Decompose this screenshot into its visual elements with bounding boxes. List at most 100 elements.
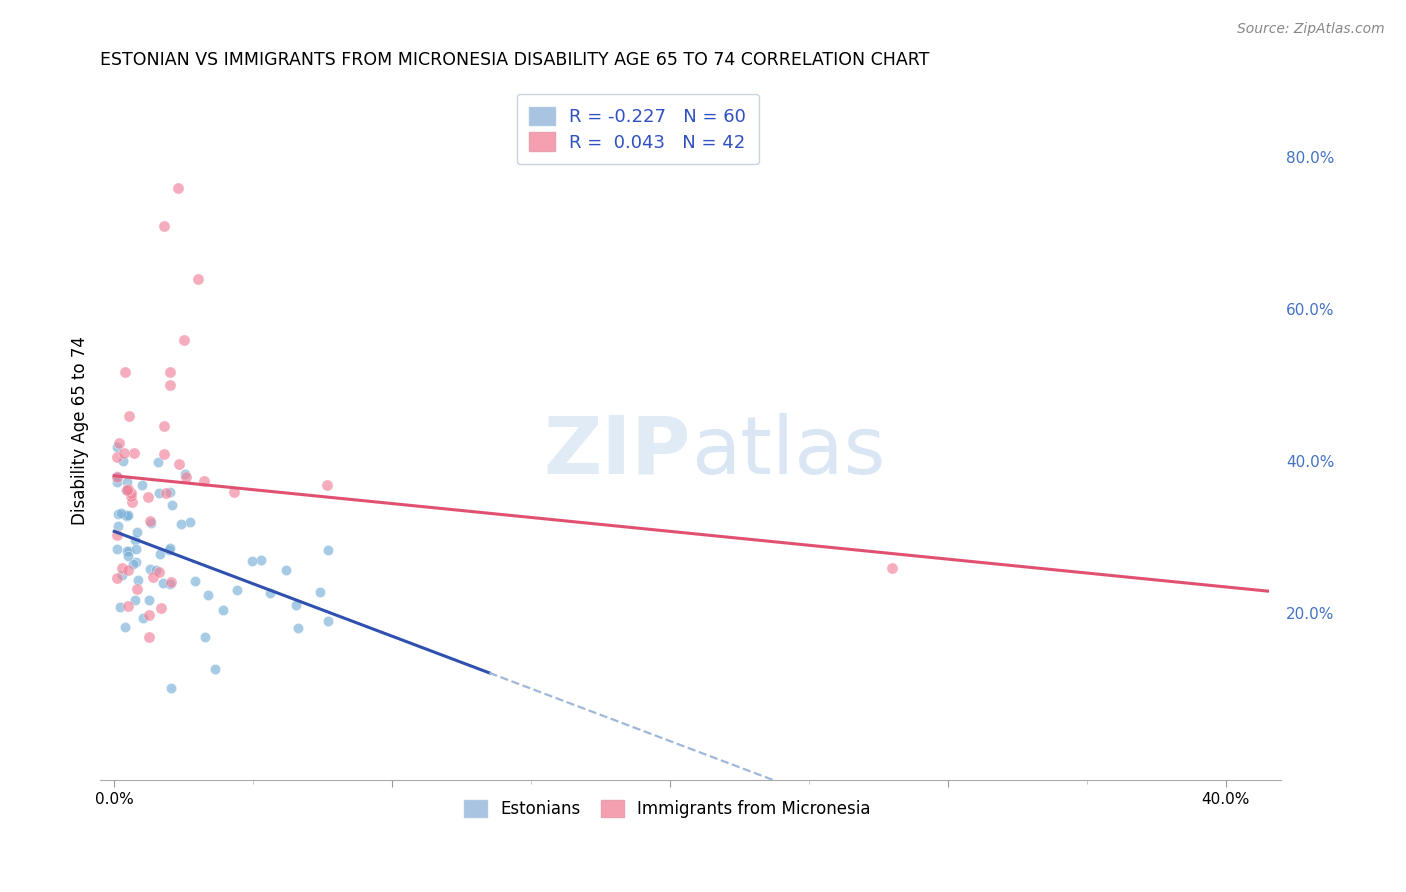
- Point: [117, 549, 139, 564]
- Point: [153, 219, 176, 233]
- Y-axis label: Disability Age 65 to 74: Disability Age 65 to 74: [72, 336, 89, 525]
- Point: [318, 543, 340, 558]
- Point: [222, 485, 245, 500]
- Point: [250, 553, 273, 567]
- Point: [127, 573, 149, 587]
- Point: [121, 557, 143, 571]
- Point: [108, 599, 131, 614]
- Point: [131, 478, 153, 492]
- Point: [179, 515, 201, 529]
- Point: [138, 608, 160, 623]
- Point: [160, 681, 183, 695]
- Point: [117, 483, 139, 497]
- Point: [152, 575, 174, 590]
- Point: [125, 524, 148, 539]
- Point: [105, 475, 128, 489]
- Point: [108, 436, 131, 450]
- Point: [132, 610, 155, 624]
- Point: [226, 583, 249, 598]
- Point: [309, 585, 332, 599]
- Point: [167, 180, 190, 194]
- Point: [259, 586, 281, 600]
- Point: [882, 560, 904, 574]
- Point: [148, 455, 170, 469]
- Point: [138, 562, 160, 576]
- Point: [111, 568, 134, 582]
- Point: [145, 563, 167, 577]
- Point: [159, 378, 181, 392]
- Point: [125, 556, 148, 570]
- Point: [122, 446, 145, 460]
- Point: [153, 419, 176, 434]
- Point: [141, 516, 163, 530]
- Point: [315, 478, 337, 492]
- Legend: Estonians, Immigrants from Micronesia: Estonians, Immigrants from Micronesia: [457, 793, 877, 824]
- Point: [117, 563, 139, 577]
- Point: [105, 571, 128, 585]
- Point: [117, 508, 139, 522]
- Point: [107, 507, 129, 521]
- Point: [110, 506, 132, 520]
- Point: [169, 517, 191, 532]
- Point: [115, 483, 138, 497]
- Point: [105, 441, 128, 455]
- Point: [114, 508, 136, 522]
- Point: [138, 630, 160, 644]
- Point: [117, 599, 139, 614]
- Point: [136, 490, 159, 504]
- Point: [105, 469, 128, 483]
- Point: [111, 560, 134, 574]
- Point: [148, 486, 170, 500]
- Point: [148, 565, 170, 579]
- Point: [114, 620, 136, 634]
- Point: [120, 489, 142, 503]
- Point: [118, 544, 141, 558]
- Point: [124, 533, 146, 548]
- Text: ESTONIAN VS IMMIGRANTS FROM MICRONESIA DISABILITY AGE 65 TO 74 CORRELATION CHART: ESTONIAN VS IMMIGRANTS FROM MICRONESIA D…: [100, 51, 929, 69]
- Point: [139, 514, 162, 528]
- Point: [240, 554, 263, 568]
- Text: atlas: atlas: [690, 413, 886, 491]
- Point: [155, 486, 177, 500]
- Point: [157, 542, 180, 557]
- Point: [149, 548, 172, 562]
- Point: [107, 519, 129, 533]
- Point: [115, 475, 138, 489]
- Point: [105, 450, 128, 464]
- Point: [112, 453, 135, 467]
- Point: [197, 588, 219, 602]
- Point: [159, 484, 181, 499]
- Point: [138, 592, 160, 607]
- Point: [159, 365, 181, 379]
- Point: [204, 661, 226, 675]
- Point: [159, 541, 181, 555]
- Point: [118, 409, 141, 424]
- Point: [160, 499, 183, 513]
- Point: [174, 470, 197, 484]
- Point: [287, 621, 309, 635]
- Point: [115, 509, 138, 524]
- Point: [193, 474, 215, 488]
- Point: [125, 541, 148, 556]
- Point: [159, 577, 181, 591]
- Point: [105, 541, 128, 556]
- Point: [169, 457, 191, 471]
- Point: [127, 582, 149, 597]
- Point: [187, 272, 209, 286]
- Point: [160, 574, 183, 589]
- Point: [285, 598, 308, 612]
- Point: [142, 570, 165, 584]
- Point: [274, 563, 297, 577]
- Text: ZIP: ZIP: [544, 413, 690, 491]
- Point: [173, 467, 195, 482]
- Point: [173, 333, 195, 347]
- Point: [112, 446, 135, 460]
- Point: [120, 486, 142, 500]
- Text: Source: ZipAtlas.com: Source: ZipAtlas.com: [1237, 22, 1385, 37]
- Point: [114, 483, 136, 497]
- Point: [115, 544, 138, 558]
- Point: [121, 494, 143, 508]
- Point: [124, 593, 146, 607]
- Point: [316, 614, 339, 628]
- Point: [153, 447, 176, 461]
